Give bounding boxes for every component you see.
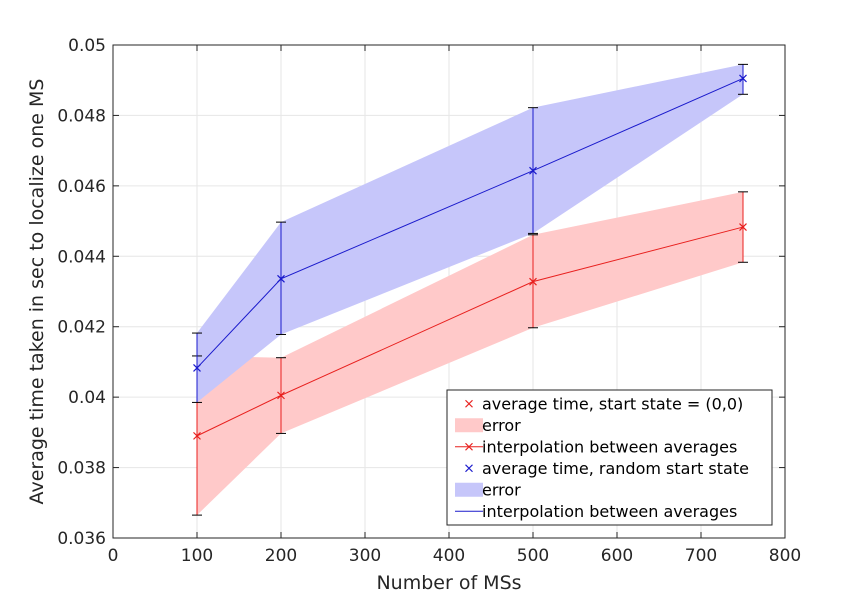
y-tick-label: 0.05 <box>68 36 106 56</box>
series-line-2 <box>196 77 744 369</box>
data-point <box>277 391 285 400</box>
legend-marker-icon <box>465 442 473 451</box>
x-tick-label: 600 <box>601 546 633 566</box>
legend-band-swatch <box>455 482 483 497</box>
x-tick-label: 700 <box>685 546 717 566</box>
y-tick-label: 0.04 <box>68 388 106 408</box>
series-markers <box>193 74 747 440</box>
x-tick-label: 200 <box>265 546 297 566</box>
series-lines <box>196 77 744 437</box>
legend-label: average time, random start state <box>482 459 749 478</box>
error-band-series-2 <box>197 64 743 403</box>
x-ticks: 0 100 200 300 400 500 600 700 800 <box>108 45 801 566</box>
y-tick-label: 0.046 <box>57 177 106 197</box>
x-axis-label: Number of MSs <box>376 572 521 594</box>
data-point <box>529 166 537 175</box>
data-point <box>193 431 201 440</box>
legend-box <box>446 389 773 526</box>
data-point <box>529 277 537 286</box>
y-tick-label: 0.038 <box>57 459 106 479</box>
legend-label: average time, start state = (0,0) <box>482 394 743 413</box>
y-ticks: 0.036 0.038 0.04 0.042 0.044 0.046 0.048 0.05 <box>57 36 785 549</box>
legend-label: interpolation between averages <box>482 502 737 521</box>
error-bands <box>197 64 743 516</box>
legend-marker-icon <box>465 399 473 408</box>
legend: average time, start state = (0,0) error in… <box>446 389 773 526</box>
data-point <box>277 274 285 283</box>
legend-label: error <box>482 480 521 499</box>
y-tick-label: 0.048 <box>57 106 106 126</box>
y-tick-label: 0.044 <box>57 247 106 267</box>
x-tick-label: 400 <box>433 546 465 566</box>
x-tick-label: 800 <box>769 546 801 566</box>
y-axis-label: Average time taken in sec to localize on… <box>26 79 48 505</box>
x-tick-label: 0 <box>108 546 119 566</box>
data-point <box>739 74 747 83</box>
series-line-1 <box>196 226 744 437</box>
error-band-series-1 <box>197 191 743 516</box>
legend-label: interpolation between averages <box>482 437 737 456</box>
legend-band-swatch <box>455 418 483 433</box>
y-tick-label: 0.042 <box>57 318 106 338</box>
data-point <box>739 223 747 231</box>
x-tick-label: 300 <box>349 546 381 566</box>
x-tick-label: 500 <box>517 546 549 566</box>
x-tick-label: 100 <box>181 546 213 566</box>
legend-label: error <box>482 416 521 435</box>
data-point <box>193 363 201 372</box>
legend-marker-icon <box>465 464 473 473</box>
y-tick-label: 0.036 <box>57 529 106 549</box>
